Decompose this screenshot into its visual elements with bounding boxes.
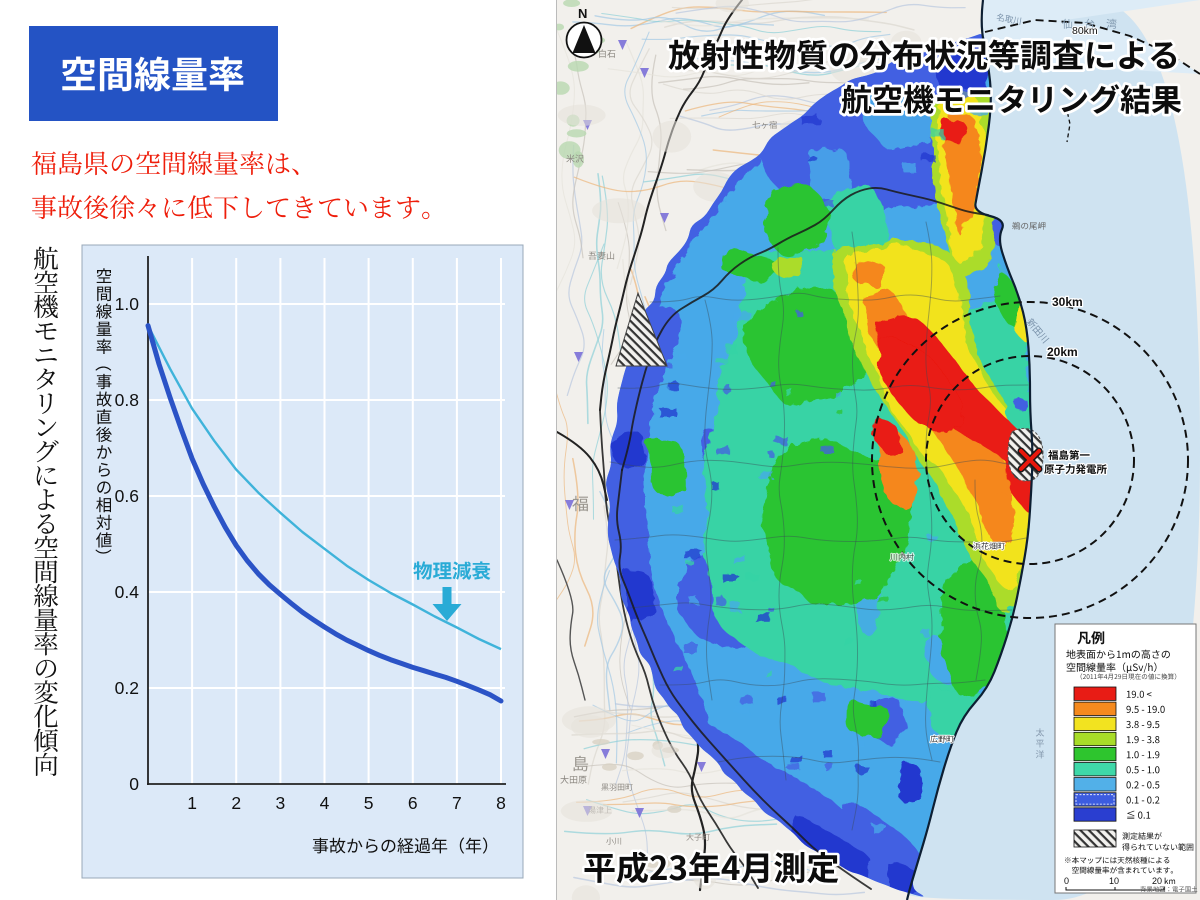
svg-text:0.4: 0.4: [115, 582, 140, 602]
svg-text:3: 3: [276, 793, 286, 813]
svg-text:8: 8: [496, 793, 506, 813]
svg-text:0.2: 0.2: [115, 678, 139, 698]
svg-text:6: 6: [408, 793, 418, 813]
svg-text:4: 4: [320, 793, 330, 813]
svg-text:0: 0: [1064, 876, 1069, 886]
svg-text:2: 2: [231, 793, 241, 813]
svg-text:1.0: 1.0: [115, 294, 140, 314]
svg-text:1: 1: [187, 793, 197, 813]
svg-text:7: 7: [452, 793, 462, 813]
svg-text:5: 5: [364, 793, 374, 813]
svg-text:20km: 20km: [1047, 345, 1078, 359]
svg-text:0.6: 0.6: [115, 486, 139, 506]
svg-text:0: 0: [129, 774, 139, 794]
svg-text:80km: 80km: [1072, 25, 1098, 37]
svg-text:10: 10: [1109, 876, 1119, 886]
svg-text:0.8: 0.8: [115, 390, 139, 410]
svg-text:20: 20: [1152, 876, 1162, 886]
svg-text:30km: 30km: [1052, 295, 1083, 309]
svg-text:N: N: [578, 6, 587, 21]
